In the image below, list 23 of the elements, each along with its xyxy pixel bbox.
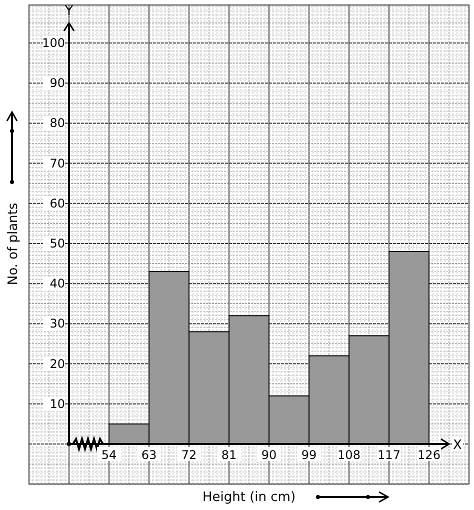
y-tick-label: 70 xyxy=(50,156,65,170)
x-tick-label: 54 xyxy=(101,448,117,462)
x-tick-label: 99 xyxy=(301,448,317,462)
y-tick-label: 40 xyxy=(50,276,65,291)
y-tick-label: 30 xyxy=(50,316,65,331)
x-tick-label: 117 xyxy=(378,448,400,462)
x-tick-label: 126 xyxy=(418,448,440,462)
x-tick-label: 108 xyxy=(338,448,360,462)
y-axis-title: No. of plants xyxy=(6,202,21,286)
y-tick-label: 80 xyxy=(50,116,65,130)
text: Y xyxy=(64,4,74,19)
x-tick-label: 72 xyxy=(181,448,197,462)
y-tick-label: 60 xyxy=(50,196,65,210)
annotation: X xyxy=(453,438,462,453)
x-tick-label: 81 xyxy=(221,448,237,462)
y-tick-label: 20 xyxy=(50,356,65,371)
x-tick-label: 90 xyxy=(261,448,277,462)
y-tick-label: 100 xyxy=(42,36,65,50)
y-tick-label: 90 xyxy=(50,76,65,90)
x-axis-title: Height (in cm) xyxy=(202,490,296,505)
x-tick-label: 63 xyxy=(141,448,157,462)
y-tick-label: 50 xyxy=(50,236,65,250)
y-tick-label: 10 xyxy=(50,396,65,411)
